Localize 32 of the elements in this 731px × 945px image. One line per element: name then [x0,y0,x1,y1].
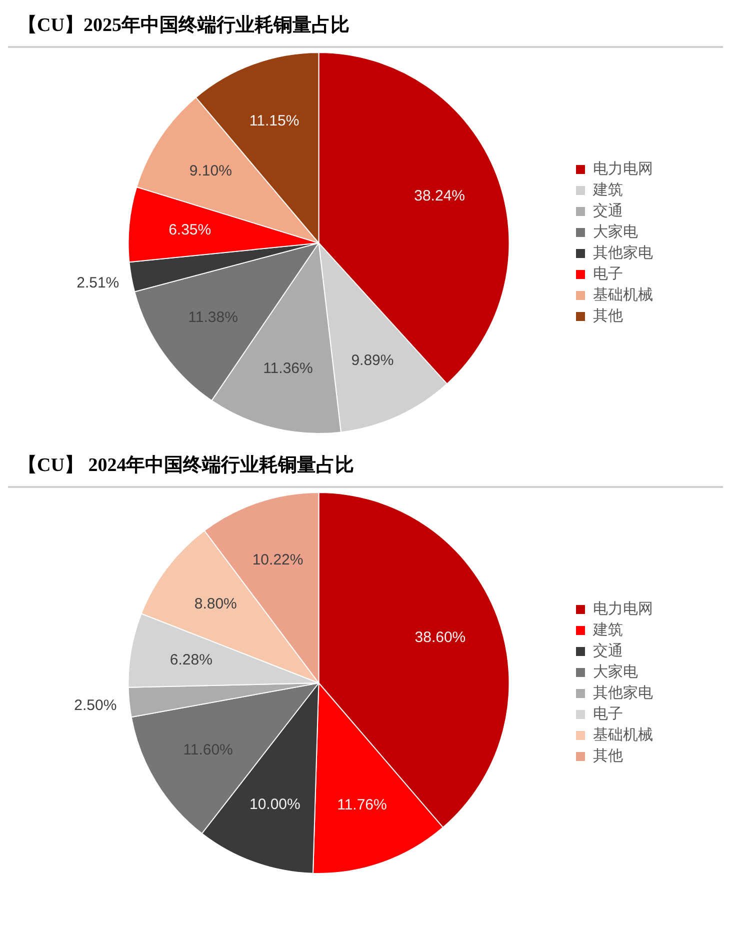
chart-title: 【CU】 2024年中国终端行业耗铜量占比 [8,448,723,488]
data-label: 10.00% [249,796,300,814]
data-label: 6.28% [170,652,212,669]
legend-label: 其他家电 [593,683,653,702]
legend-label: 其他 [593,746,623,764]
legend-label: 建筑 [592,180,623,198]
legend-label: 大家电 [593,222,638,240]
data-label: 6.35% [168,221,212,238]
legend-label: 电力电网 [593,599,653,618]
legend-label: 电力电网 [593,159,653,178]
legend-label: 其他家电 [593,243,653,262]
data-label: 9.10% [189,162,232,180]
data-label: 2.51% [76,274,120,292]
data-label: 38.24% [414,187,465,204]
data-label: 11.15% [249,112,300,130]
legend-label: 交通 [593,641,623,660]
legend-label: 建筑 [592,620,623,638]
data-label: 11.76% [337,796,387,814]
data-label: 38.60% [414,629,466,646]
data-label: 2.50% [74,696,117,714]
chart-title: 【CU】2025年中国终端行业耗铜量占比 [8,8,723,48]
legend-label: 大家电 [593,662,638,680]
legend-label: 电子 [593,704,623,722]
data-label: 8.80% [194,596,237,613]
legend-label: 交通 [593,201,623,220]
legend-label: 其他 [593,306,623,324]
data-label: 10.22% [252,551,304,568]
data-label: 9.89% [351,352,394,370]
data-label: 11.36% [263,360,313,377]
legend-label: 基础机械 [593,725,653,744]
legend-label: 电子 [593,264,623,282]
legend-label: 基础机械 [593,285,653,304]
